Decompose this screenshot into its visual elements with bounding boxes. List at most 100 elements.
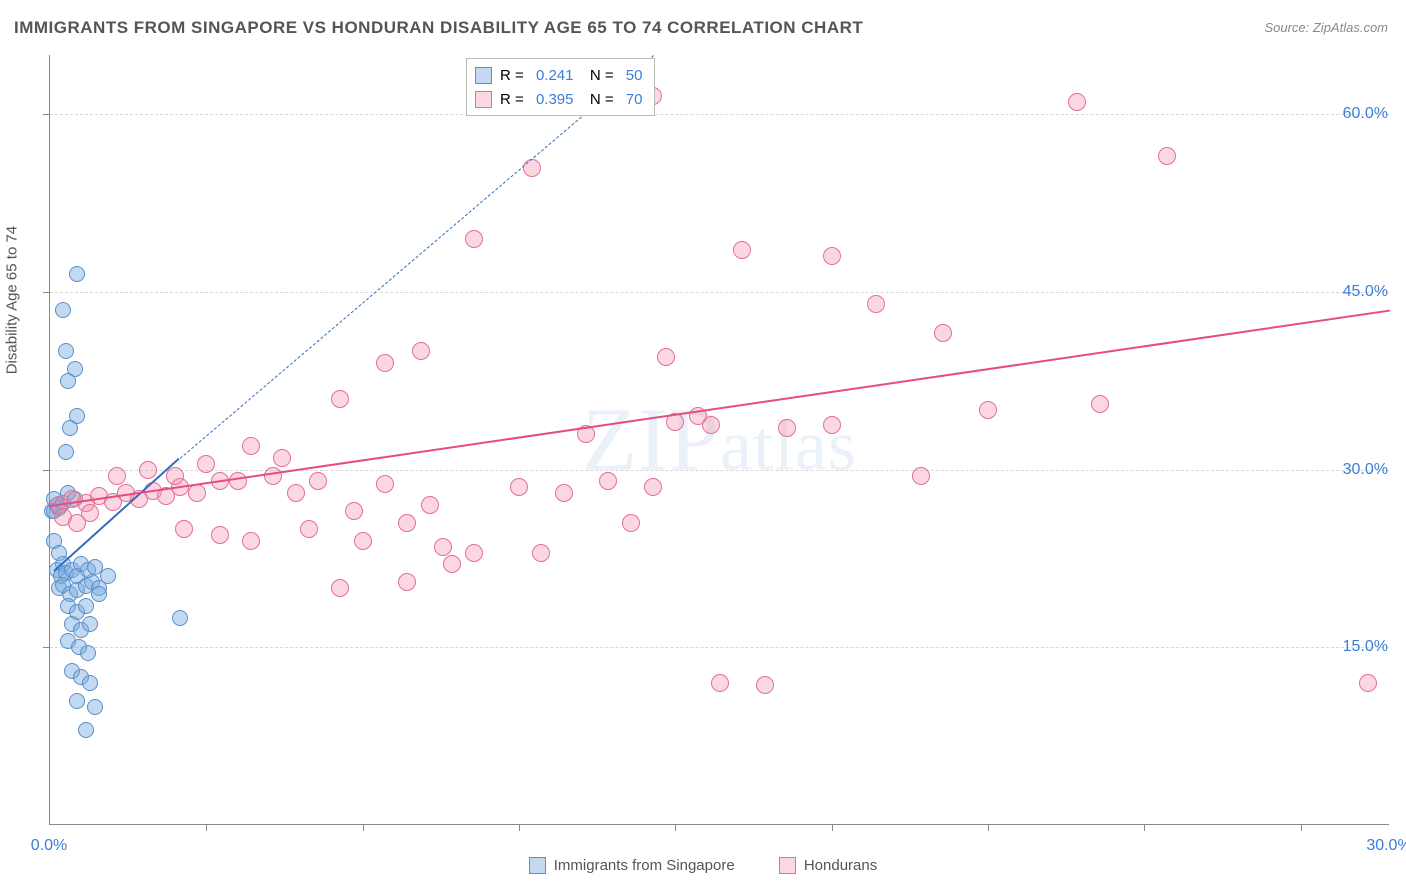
y-tick-label: 45.0% xyxy=(1343,283,1388,301)
tick-bottom xyxy=(675,824,676,831)
data-point xyxy=(398,573,416,591)
data-point xyxy=(300,520,318,538)
data-point xyxy=(421,496,439,514)
data-point xyxy=(69,266,85,282)
data-point xyxy=(58,444,74,460)
y-axis-title: Disability Age 65 to 74 xyxy=(4,226,21,374)
legend-item: Hondurans xyxy=(779,857,877,874)
data-point xyxy=(622,514,640,532)
data-point xyxy=(345,502,363,520)
data-point xyxy=(211,526,229,544)
data-point xyxy=(711,674,729,692)
data-point xyxy=(166,467,184,485)
y-tick-label: 15.0% xyxy=(1343,638,1388,656)
stat-label: R = xyxy=(500,67,528,84)
tick-bottom xyxy=(1301,824,1302,831)
stat-n-value: 50 xyxy=(626,67,643,84)
data-point xyxy=(376,475,394,493)
data-point xyxy=(82,616,98,632)
data-point xyxy=(264,467,282,485)
data-point xyxy=(657,348,675,366)
data-point xyxy=(80,645,96,661)
data-point xyxy=(756,676,774,694)
correlation-chart: IMMIGRANTS FROM SINGAPORE VS HONDURAN DI… xyxy=(0,0,1406,892)
data-point xyxy=(60,373,76,389)
plot-area: ZIPatlas xyxy=(49,55,1389,825)
data-point xyxy=(108,467,126,485)
tick-left xyxy=(43,114,50,115)
legend-label: Hondurans xyxy=(804,857,877,874)
data-point xyxy=(197,455,215,473)
data-point xyxy=(354,532,372,550)
legend-stats-row: R = 0.395 N = 70 xyxy=(475,87,642,111)
data-point xyxy=(979,401,997,419)
y-tick-label: 60.0% xyxy=(1343,105,1388,123)
tick-left xyxy=(43,470,50,471)
data-point xyxy=(242,437,260,455)
stat-r-value: 0.241 xyxy=(536,67,574,84)
legend-item: Immigrants from Singapore xyxy=(529,857,735,874)
data-point xyxy=(81,504,99,522)
data-point xyxy=(69,693,85,709)
trend-line xyxy=(50,310,1390,507)
tick-bottom xyxy=(988,824,989,831)
data-point xyxy=(823,416,841,434)
watermark: ZIPatlas xyxy=(582,388,857,491)
data-point xyxy=(331,390,349,408)
tick-left xyxy=(43,292,50,293)
x-tick-label: 30.0% xyxy=(1366,837,1406,855)
swatch-icon xyxy=(475,67,492,84)
tick-bottom xyxy=(1144,824,1145,831)
data-point xyxy=(1091,395,1109,413)
data-point xyxy=(443,555,461,573)
legend-stats: R = 0.241 N = 50 R = 0.395 N = 70 xyxy=(466,58,655,116)
data-point xyxy=(398,514,416,532)
data-point xyxy=(87,699,103,715)
swatch-icon xyxy=(779,857,796,874)
data-point xyxy=(1068,93,1086,111)
data-point xyxy=(331,579,349,597)
tick-left xyxy=(43,647,50,648)
data-point xyxy=(58,343,74,359)
data-point xyxy=(434,538,452,556)
data-point xyxy=(273,449,291,467)
data-point xyxy=(778,419,796,437)
data-point xyxy=(702,416,720,434)
data-point xyxy=(242,532,260,550)
tick-bottom xyxy=(206,824,207,831)
stat-r-value: 0.395 xyxy=(536,91,574,108)
data-point xyxy=(465,544,483,562)
data-point xyxy=(175,520,193,538)
tick-bottom xyxy=(363,824,364,831)
data-point xyxy=(287,484,305,502)
legend-series: Immigrants from Singapore Hondurans xyxy=(0,857,1406,878)
gridline-horizontal xyxy=(50,647,1389,648)
data-point xyxy=(1359,674,1377,692)
stat-n-value: 70 xyxy=(626,91,643,108)
stat-label: N = xyxy=(581,91,617,108)
stat-label: R = xyxy=(500,91,528,108)
data-point xyxy=(139,461,157,479)
swatch-icon xyxy=(475,91,492,108)
y-tick-label: 30.0% xyxy=(1343,461,1388,479)
data-point xyxy=(523,159,541,177)
data-point xyxy=(172,610,188,626)
swatch-icon xyxy=(529,857,546,874)
data-point xyxy=(376,354,394,372)
data-point xyxy=(1158,147,1176,165)
data-point xyxy=(229,472,247,490)
stat-label: N = xyxy=(581,67,617,84)
x-tick-label: 0.0% xyxy=(31,837,67,855)
source-attribution: Source: ZipAtlas.com xyxy=(1264,20,1388,35)
chart-title: IMMIGRANTS FROM SINGAPORE VS HONDURAN DI… xyxy=(14,18,863,38)
tick-bottom xyxy=(519,824,520,831)
data-point xyxy=(78,598,94,614)
data-point xyxy=(532,544,550,562)
legend-label: Immigrants from Singapore xyxy=(554,857,735,874)
data-point xyxy=(465,230,483,248)
tick-bottom xyxy=(832,824,833,831)
gridline-horizontal xyxy=(50,114,1389,115)
gridline-horizontal xyxy=(50,470,1389,471)
data-point xyxy=(78,722,94,738)
data-point xyxy=(644,478,662,496)
